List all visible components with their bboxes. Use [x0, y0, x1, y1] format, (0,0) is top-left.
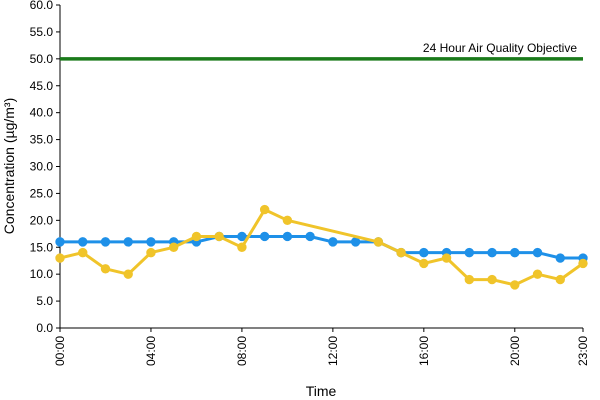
series-2-point — [146, 247, 156, 258]
series-2-point — [487, 274, 497, 285]
series-2-point — [168, 242, 179, 252]
series-2-point — [510, 280, 520, 290]
y-tick-label: 15.0 — [30, 240, 54, 254]
series-1-line — [58, 235, 585, 260]
series-2-point — [237, 242, 247, 252]
series-2 — [55, 204, 588, 290]
series-1-point — [350, 237, 361, 247]
series-2-point — [123, 269, 133, 279]
series-2-point — [464, 274, 475, 285]
series-1-point — [237, 231, 247, 242]
y-tick-label: 40.0 — [30, 106, 54, 120]
series-1 — [55, 231, 588, 263]
series-1-point — [123, 237, 133, 247]
series-2-point — [78, 247, 88, 258]
series-2-point — [396, 247, 406, 258]
reference-line-group: 24 Hour Air Quality Objective — [60, 41, 583, 61]
series-1-point — [146, 237, 156, 247]
series-2-point — [191, 231, 202, 242]
y-tick-label: 0.0 — [36, 321, 53, 335]
series-1-point — [55, 237, 65, 247]
x-axis-ticks: 00:00 04:00 08:00 12:00 16:00 20:00 23:00 — [53, 328, 590, 366]
y-tick-label: 35.0 — [30, 133, 54, 147]
series-1-point — [78, 237, 88, 247]
series-2-point — [532, 269, 543, 279]
y-tick-label: 20.0 — [30, 213, 54, 227]
series-1-point — [259, 231, 270, 242]
series-1-point — [510, 247, 520, 258]
series-1-point — [532, 247, 543, 258]
x-tick-label: 12:00 — [326, 336, 340, 366]
series-2-point — [373, 237, 384, 247]
y-tick-label: 30.0 — [30, 160, 54, 174]
series-1-point — [487, 247, 497, 258]
x-axis-title: Time — [306, 383, 337, 399]
x-tick-label: 23:00 — [576, 336, 590, 366]
y-tick-label: 10.0 — [30, 267, 54, 281]
reference-line-label: 24 Hour Air Quality Objective — [423, 41, 577, 55]
series-1-point — [305, 231, 315, 242]
x-tick-label: 20:00 — [508, 336, 522, 366]
y-tick-label: 60.0 — [30, 0, 54, 12]
series-2-point — [100, 264, 111, 274]
series-2-point — [419, 258, 429, 269]
x-tick-label: 08:00 — [235, 336, 249, 366]
series-1-point — [100, 237, 111, 247]
y-tick-label: 55.0 — [30, 25, 54, 39]
y-tick-label: 5.0 — [36, 294, 53, 308]
series-group — [55, 204, 588, 290]
series-1-point — [419, 247, 429, 258]
series-1-point — [328, 237, 338, 247]
series-2-point — [214, 231, 224, 242]
x-tick-label: 04:00 — [144, 336, 158, 366]
series-2-point — [555, 274, 565, 285]
series-2-point — [55, 253, 65, 263]
x-tick-label: 00:00 — [53, 336, 67, 366]
series-1-point — [282, 231, 293, 242]
y-axis-ticks: 0.0 5.0 10.0 15.0 20.0 25.0 30.0 35.0 40.0 45.0 50… — [30, 0, 60, 335]
series-2-point — [441, 253, 452, 263]
series-2-point — [282, 215, 293, 226]
series-2-point — [578, 258, 588, 269]
y-tick-label: 45.0 — [30, 79, 54, 93]
y-tick-label: 25.0 — [30, 186, 54, 200]
y-tick-label: 50.0 — [30, 52, 54, 66]
series-1-point — [555, 253, 565, 263]
x-tick-label: 16:00 — [417, 336, 431, 366]
series-1-point — [464, 247, 475, 258]
series-2-point — [259, 204, 270, 215]
y-axis-title: Concentration (µg/m³) — [1, 98, 17, 234]
series-2-line — [58, 208, 585, 287]
